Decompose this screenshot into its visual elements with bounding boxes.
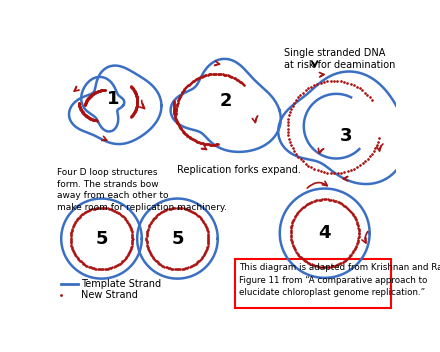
Text: 4: 4 xyxy=(319,224,331,242)
Text: 2: 2 xyxy=(219,92,232,110)
Text: This diagram is adapted from Krishnan and Rao’s
Figure 11 from “A comparative ap: This diagram is adapted from Krishnan an… xyxy=(238,263,440,297)
Text: 1: 1 xyxy=(107,90,119,108)
Text: Template Strand: Template Strand xyxy=(81,279,161,289)
Text: Single stranded DNA
at risk for deamination: Single stranded DNA at risk for deaminat… xyxy=(284,49,396,70)
Text: 5: 5 xyxy=(171,230,184,247)
Text: 5: 5 xyxy=(95,230,108,247)
Text: Four D loop structures
form. The strands bow
away from each other to
make room f: Four D loop structures form. The strands… xyxy=(57,168,227,212)
Text: Replication forks expand.: Replication forks expand. xyxy=(177,165,301,175)
FancyBboxPatch shape xyxy=(235,259,391,308)
Text: New Strand: New Strand xyxy=(81,290,138,300)
Text: 3: 3 xyxy=(340,127,352,145)
